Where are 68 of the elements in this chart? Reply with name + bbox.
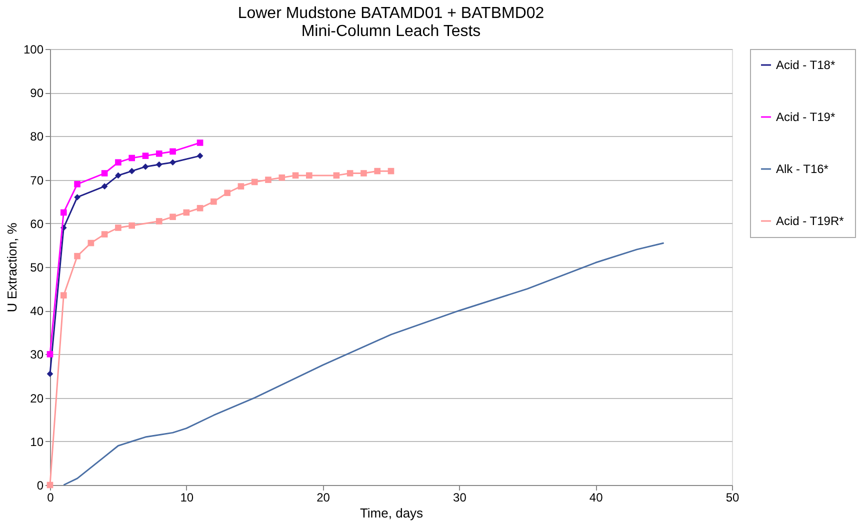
y-tick-label: 10	[30, 434, 44, 449]
x-tick-label: 20	[316, 490, 330, 504]
point	[346, 170, 354, 176]
y-tick-label: 100	[23, 42, 44, 56]
text: Mini-Column Leach Tests	[301, 23, 481, 40]
x-tick-label: 40	[589, 490, 604, 504]
point	[156, 150, 162, 157]
point	[278, 174, 286, 181]
point	[128, 222, 136, 229]
y-tick-label: 30	[30, 348, 44, 362]
x-tick-label: 50	[726, 490, 740, 504]
point	[46, 351, 54, 358]
point	[292, 172, 299, 179]
y-tick-label: 0	[36, 478, 44, 492]
point	[101, 231, 108, 238]
x-tick-label: 30	[453, 490, 467, 504]
point	[196, 140, 204, 146]
point	[101, 183, 108, 190]
y-tick-label: 60	[30, 216, 44, 231]
point	[170, 159, 176, 166]
y-tick-label: 20	[30, 391, 44, 406]
point	[60, 292, 67, 299]
point	[388, 168, 394, 174]
point	[101, 170, 108, 176]
point	[115, 159, 122, 166]
legend-label: Acid - T19R*	[776, 214, 844, 228]
point	[156, 218, 162, 224]
point	[196, 204, 204, 212]
point	[170, 148, 176, 155]
point	[374, 168, 381, 174]
text: Lower Mudstone BATAMD01 + BATBMD02	[238, 5, 544, 22]
point	[360, 170, 367, 176]
y-axis-title: U Extraction, %	[4, 222, 20, 312]
y-tick-label: 80	[30, 130, 44, 144]
point	[74, 252, 80, 260]
point	[142, 164, 149, 170]
point	[115, 224, 122, 231]
y-tick-label: 50	[30, 260, 44, 274]
point	[46, 370, 54, 377]
point	[251, 178, 258, 186]
x-axis-title: Time, days	[360, 506, 424, 520]
point	[183, 209, 190, 216]
legend-label: Acid - T19*	[776, 110, 836, 124]
point	[74, 194, 80, 200]
point	[238, 183, 244, 190]
point	[306, 172, 312, 179]
point	[265, 176, 272, 183]
y-tick-label: 40	[30, 304, 44, 318]
point	[115, 172, 122, 179]
x-tick-label: 0	[47, 490, 54, 504]
point	[88, 240, 94, 246]
legend-label: Acid - T18*	[776, 58, 836, 72]
point	[74, 181, 80, 188]
y-tick-label: 90	[30, 86, 44, 100]
point	[196, 152, 204, 159]
point	[156, 161, 162, 168]
line-series	[62, 242, 665, 486]
point	[128, 154, 136, 162]
point	[170, 214, 176, 220]
legend-label: Alk - T16*	[776, 162, 829, 176]
point	[224, 190, 230, 196]
point	[210, 198, 217, 205]
x-tick-label: 10	[180, 490, 194, 504]
point	[333, 172, 340, 179]
point	[128, 168, 135, 174]
point	[142, 152, 149, 159]
y-tick-label: 70	[30, 173, 44, 188]
point	[60, 209, 67, 216]
